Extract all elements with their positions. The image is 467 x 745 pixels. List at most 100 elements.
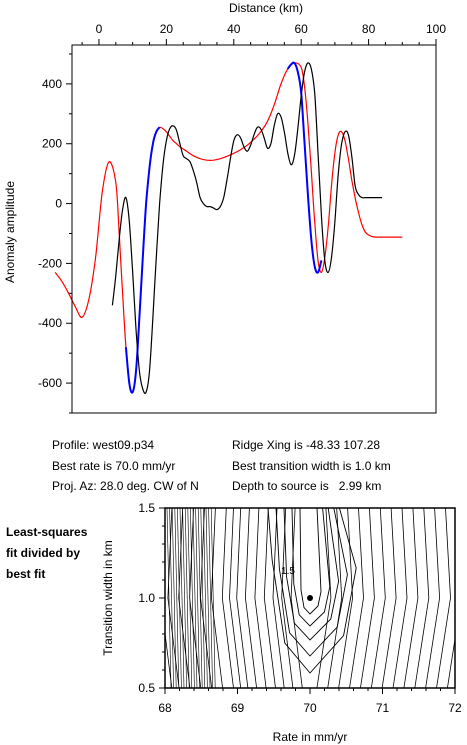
bottom-x-tick-label: 68 (158, 701, 172, 715)
contour-line (174, 508, 180, 688)
bottom-y-tick-label: 0.5 (138, 681, 155, 695)
contour-line (205, 508, 211, 688)
fit-window-curve (124, 126, 161, 394)
depth-value: 2.99 km (338, 479, 382, 493)
contour-line (281, 508, 294, 688)
top-y-ticks: -600 -400 -200 0 200 400 (38, 53, 72, 414)
observed-curve (111, 62, 383, 394)
contour-line (283, 508, 340, 641)
note-line-1: Least-squares (6, 525, 88, 539)
contour-line (425, 508, 441, 688)
depth-label: Depth to source is (232, 479, 329, 493)
bottom-y-ticks: 0.5 1.0 1.5 (138, 501, 165, 695)
contour-line (290, 508, 303, 688)
contour-line (436, 508, 451, 688)
note-line-3: best fit (6, 567, 46, 581)
misfit-contour-chart: 1.5 68 69 70 71 72 0.5 1.0 1.5 Rate in mm/yr T… (101, 501, 462, 744)
contour-line (197, 508, 203, 688)
top-x-axis-title: Distance (km) (229, 1, 303, 15)
contour-line (244, 508, 257, 688)
contour-lines (165, 508, 455, 688)
contour-line (275, 508, 348, 657)
contour-label: 1.5 (281, 566, 295, 577)
contour-line (414, 508, 430, 688)
fit-window-curve (286, 61, 323, 274)
contour-line (267, 508, 357, 674)
contour-line (208, 508, 213, 688)
top-x-ticks: 0 20 40 60 80 100 (81, 22, 446, 45)
ridge-crossing-label: Ridge Xing is -48.33 107.28 (232, 438, 381, 452)
contour-line (187, 508, 193, 688)
top-x-tick-label: 0 (96, 22, 103, 36)
contour-line (254, 508, 267, 688)
contour-line (447, 636, 455, 688)
contour-line (370, 508, 386, 688)
contour-normalization-note: Least-squares fit divided by best fit (6, 522, 87, 585)
bottom-x-ticks: 68 69 70 71 72 (158, 688, 462, 715)
top-x-tick-label: 20 (160, 22, 174, 36)
bottom-x-axis-title: Rate in mm/yr (273, 730, 348, 744)
contour-line (221, 508, 234, 688)
note-line-2: fit divided by (6, 546, 81, 560)
top-y-tick-label: 200 (42, 137, 62, 151)
bottom-x-tick-label: 69 (231, 701, 245, 715)
contour-line (349, 508, 364, 688)
contour-line (190, 508, 195, 688)
top-y-tick-label: -200 (38, 256, 62, 270)
best-transition-label: Best transition width is 1.0 km (232, 459, 391, 473)
contour-line (392, 508, 408, 688)
best-rate-label: Best rate is 70.0 mm/yr (52, 459, 176, 473)
bottom-x-tick-label: 70 (303, 701, 317, 715)
top-y-tick-label: 400 (42, 77, 62, 91)
contour-line (360, 508, 375, 688)
bottom-y-tick-label: 1.0 (138, 591, 155, 605)
bottom-x-tick-label: 72 (448, 701, 462, 715)
contour-line (316, 508, 332, 688)
contour-line (167, 508, 180, 688)
contour-line (203, 508, 208, 688)
contour-line (184, 508, 190, 688)
contour-line (381, 508, 397, 688)
bottom-x-tick-label: 71 (376, 701, 390, 715)
top-x-tick-label: 100 (426, 22, 446, 36)
top-y-tick-label: 0 (55, 197, 62, 211)
profile-label: Profile: west09.p34 (52, 438, 155, 452)
contour-line (195, 508, 200, 688)
bottom-y-tick-label: 1.5 (138, 501, 155, 515)
contour-line (272, 508, 285, 688)
contour-line (338, 508, 354, 688)
contour-line (327, 508, 343, 688)
depth-to-source-label: Depth to source is 2.99 km (232, 479, 381, 493)
top-y-tick-label: -400 (38, 316, 62, 330)
best-fit-point (307, 595, 313, 601)
top-x-tick-label: 60 (295, 22, 309, 36)
contour-line (171, 508, 177, 688)
contour-line (182, 508, 187, 688)
top-plot-frame (71, 44, 437, 414)
top-x-tick-label: 40 (227, 22, 241, 36)
top-x-tick-label: 80 (362, 22, 376, 36)
model-curve (54, 62, 403, 394)
contour-line (263, 508, 276, 688)
contour-line (200, 508, 206, 688)
contour-line (169, 508, 174, 688)
contour-line (200, 508, 213, 688)
contour-line (166, 508, 172, 688)
profile-chart: Distance (km) 0 20 40 60 80 100 -600 -400 -200 0… (3, 1, 446, 414)
contour-line (165, 630, 173, 688)
top-y-axis-title: Anomaly amplitude (3, 181, 17, 283)
contour-line (229, 508, 242, 688)
contour-line (403, 508, 419, 688)
contour-line (291, 508, 331, 627)
contour-line (236, 508, 249, 688)
contour-line (210, 508, 223, 688)
contour-line (179, 508, 185, 688)
contour-line (177, 508, 182, 688)
contour-line (192, 508, 198, 688)
contour-line (210, 508, 216, 688)
contour-line (299, 508, 322, 615)
top-y-tick-label: -600 (38, 376, 62, 390)
bottom-y-axis-title: Transition width in km (101, 540, 115, 656)
projection-azimuth-label: Proj. Az: 28.0 deg. CW of N (52, 479, 199, 493)
